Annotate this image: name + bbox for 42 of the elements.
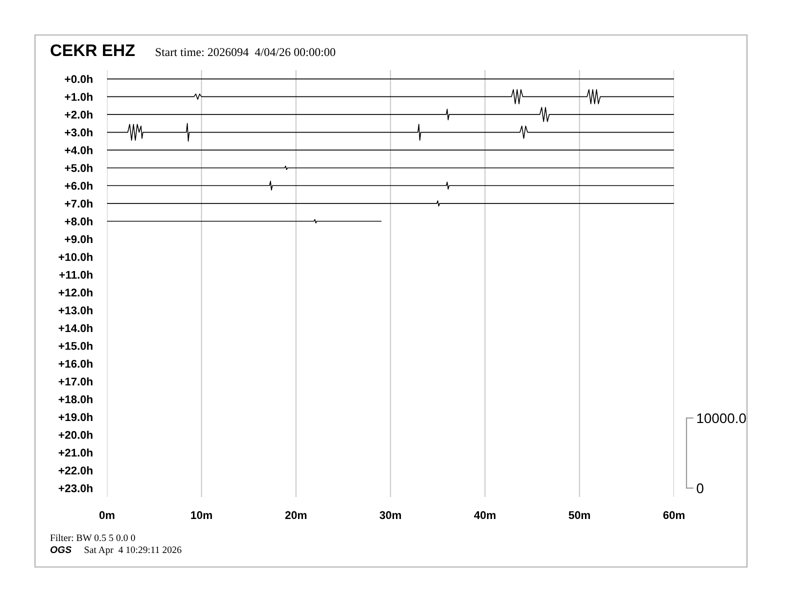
y-tick-label: +21.0h	[58, 448, 92, 457]
line-series	[107, 89, 674, 104]
y-tick-label: +15.0h	[58, 342, 92, 350]
y-tick-label: +20.0h	[58, 430, 92, 439]
y-tick-label: +10.0h	[58, 252, 92, 261]
x-tick-label: 10m	[191, 511, 212, 520]
y-tick-label: +12.0h	[58, 288, 92, 297]
y-tick-label: +3.0h	[64, 128, 92, 136]
y-tick-label: +8.0h	[64, 217, 92, 226]
y-tick-label: +1.0h	[64, 92, 92, 101]
y-tick-label: +18.0h	[58, 395, 92, 404]
text: Sat Apr 4 10:29:11 2026	[84, 546, 182, 556]
y-tick-label: +17.0h	[58, 377, 92, 386]
chart-title: CEKR EHZ	[50, 44, 135, 56]
chart-subtitle: Start time: 2026094 4/04/26 00:00:00	[156, 48, 336, 56]
y-tick-label: +0.0h	[64, 74, 92, 84]
x-tick-label: 20m	[285, 511, 306, 520]
y-tick-label: +23.0h	[58, 484, 92, 492]
y2-tick-label: 10000.0	[697, 413, 746, 424]
line-series	[107, 122, 674, 142]
x-tick-label: 60m	[663, 511, 684, 520]
x-tick-label: 50m	[568, 511, 590, 520]
y2-tick-label: 0	[696, 483, 704, 494]
text: Filter: BW 0.5 5 0.0 0	[50, 534, 136, 542]
x-tick-label: 40m	[474, 511, 496, 520]
y-tick-label: +6.0h	[64, 182, 92, 190]
line-series	[107, 106, 674, 122]
y-tick-label: +19.0h	[58, 412, 92, 422]
y-tick-label: +7.0h	[64, 199, 92, 208]
x-tick-label: 30m	[380, 511, 401, 520]
y-tick-label: +9.0h	[64, 234, 92, 244]
y-tick-label: +11.0h	[59, 270, 92, 279]
text: OGS	[50, 546, 72, 554]
x-tick-label: 0m	[99, 511, 114, 520]
y-tick-label: +2.0h	[64, 110, 92, 119]
y-tick-label: +22.0h	[58, 466, 92, 474]
y-tick-label: +13.0h	[58, 306, 92, 314]
line-series	[107, 180, 674, 191]
y-tick-label: +14.0h	[58, 324, 92, 332]
y-tick-label: +5.0h	[64, 164, 92, 172]
y-tick-label: +4.0h	[64, 146, 92, 154]
y-tick-label: +16.0h	[58, 360, 92, 368]
